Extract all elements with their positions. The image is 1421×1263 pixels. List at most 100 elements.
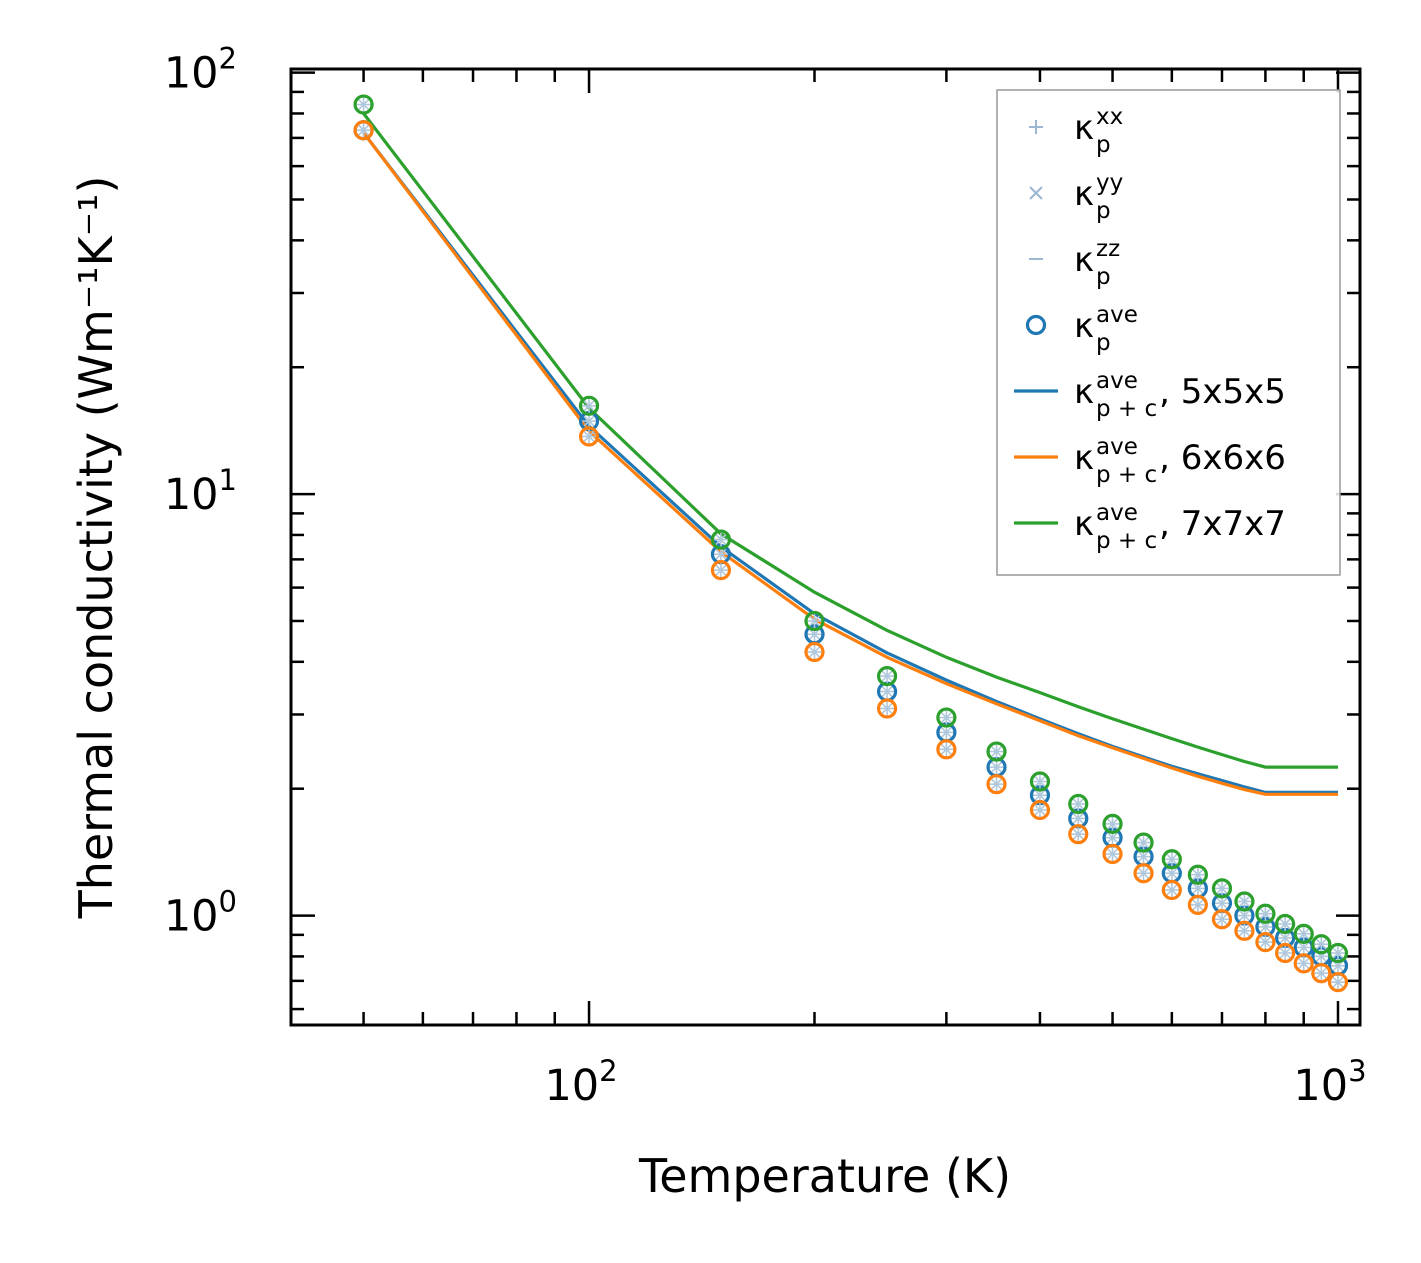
data-point-6x6x6 — [353, 120, 374, 141]
data-point-6x6x6 — [1234, 920, 1255, 941]
component-marker — [1238, 925, 1250, 937]
component-marker — [1216, 882, 1228, 894]
average-marker — [1275, 942, 1296, 964]
component-marker — [990, 761, 1003, 773]
data-point-6x6x6 — [1211, 909, 1233, 930]
data-point-7x7x7 — [353, 94, 374, 115]
average-marker — [1211, 878, 1233, 899]
axes-frame — [289, 67, 1362, 1027]
component-marker — [940, 711, 952, 724]
legend-superscript: ave — [1096, 500, 1138, 526]
legend-superscript: zz — [1096, 236, 1120, 262]
component-marker — [1106, 832, 1119, 844]
series-line-7x7x7 — [362, 112, 1338, 769]
data-point-6x6x6 — [710, 560, 732, 581]
component-marker — [1192, 899, 1204, 911]
component-marker — [1072, 798, 1084, 810]
average-marker — [1311, 934, 1332, 955]
legend-symbol: κ — [1074, 174, 1094, 214]
component-marker — [1216, 913, 1228, 925]
legend-superscript: ave — [1096, 302, 1138, 328]
average-marker — [1068, 793, 1089, 815]
component-marker — [1332, 947, 1344, 959]
data-point-7x7x7 — [578, 395, 600, 416]
data-point-6x6x6 — [1255, 932, 1276, 953]
data-point-6x6x6 — [1327, 972, 1349, 993]
component-marker — [1106, 818, 1119, 830]
component-marker — [1238, 895, 1250, 908]
component-marker — [808, 646, 821, 658]
component-marker — [358, 124, 370, 136]
component-marker — [1034, 775, 1046, 788]
component-marker — [1279, 932, 1291, 944]
average-marker — [1029, 771, 1051, 792]
average-marker — [1211, 909, 1233, 930]
data-point-7x7x7 — [1293, 923, 1314, 944]
component-marker — [358, 98, 370, 111]
average-marker — [1327, 942, 1349, 964]
data-point-7x7x7 — [1133, 832, 1154, 853]
data-point-6x6x6 — [1187, 894, 1208, 916]
data-point-6x6x6 — [876, 698, 898, 719]
average-marker — [986, 774, 1007, 795]
legend-suffix: , 6x6x6 — [1159, 438, 1286, 478]
average-marker — [578, 426, 600, 447]
average-marker — [1293, 923, 1314, 944]
legend-subscript: p — [1096, 264, 1111, 290]
component-marker — [1259, 936, 1271, 948]
component-marker — [1259, 921, 1271, 933]
legend-superscript: xx — [1096, 104, 1123, 130]
data-point-7x7x7 — [1029, 771, 1051, 792]
series-line-5x5x5 — [362, 131, 1338, 795]
data-layer — [353, 94, 1349, 993]
component-marker — [1332, 976, 1344, 988]
legend-circle-icon — [1025, 314, 1047, 336]
component-marker — [1279, 947, 1291, 959]
component-marker — [1298, 957, 1310, 969]
legend-superscript: ave — [1096, 368, 1138, 394]
average-marker — [804, 610, 825, 632]
data-point-7x7x7 — [876, 665, 898, 687]
component-marker — [1106, 848, 1119, 860]
component-marker — [808, 628, 821, 640]
data-point-6x6x6 — [1275, 942, 1296, 964]
average-marker — [1234, 920, 1255, 941]
component-marker — [1216, 897, 1228, 909]
data-point-6x6x6 — [936, 739, 957, 760]
legend-subscript: p + c — [1096, 528, 1157, 554]
average-marker — [353, 120, 374, 141]
legend-entry: κ yyp — [1029, 170, 1123, 224]
average-marker — [578, 395, 600, 416]
component-marker — [1166, 884, 1178, 896]
component-marker — [583, 400, 595, 412]
component-marker — [1137, 851, 1150, 863]
data-point-7x7x7 — [986, 741, 1007, 762]
legend-superscript: yy — [1096, 170, 1123, 196]
legend-symbol: κ — [1074, 504, 1094, 544]
component-marker — [881, 686, 893, 698]
legend-box — [996, 89, 1341, 576]
average-marker — [1068, 824, 1089, 845]
average-marker — [1161, 879, 1182, 901]
component-marker — [1315, 938, 1327, 950]
average-marker — [1133, 863, 1154, 884]
legend-subscript: p — [1096, 198, 1111, 224]
data-point-7x7x7 — [1311, 934, 1332, 955]
component-marker — [940, 726, 952, 738]
y-tick-label-exponent: 0 — [219, 885, 237, 919]
data-point-6x6x6 — [1161, 879, 1182, 901]
data-point-5x5x5 — [710, 544, 732, 565]
average-marker — [1102, 843, 1123, 865]
data-point-6x6x6 — [578, 426, 600, 447]
data-point-6x6x6 — [1102, 843, 1123, 865]
average-marker — [353, 94, 374, 115]
component-marker — [1166, 867, 1178, 879]
data-point-7x7x7 — [1187, 864, 1208, 885]
average-marker — [876, 665, 898, 687]
component-marker — [1238, 910, 1250, 922]
